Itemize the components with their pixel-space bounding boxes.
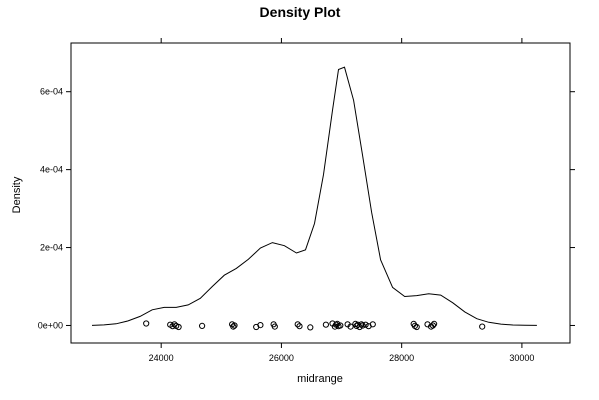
rug-point [347,323,354,330]
rug-point [429,322,436,329]
rug-point [169,323,176,330]
x-tick-label: 26000 [269,353,294,363]
rug-point [271,323,278,330]
rug-point [199,322,206,329]
rug-point [358,321,365,328]
x-tick-label: 30000 [509,353,534,363]
x-tick-label: 24000 [149,353,174,363]
y-tick-label: 6e-04 [40,87,63,97]
rug-point [431,320,438,327]
rug-point [362,321,369,328]
rug-point [294,321,301,328]
rug-point [369,321,376,328]
x-tick-label: 28000 [389,353,414,363]
rug-point [171,321,178,328]
rug-point [143,320,150,327]
y-tick-label: 0e+00 [38,320,63,330]
rug-point [413,323,420,331]
y-tick-label: 2e-04 [40,243,63,253]
rug-point [296,323,303,330]
rug-point [231,322,238,329]
rug-points [143,320,486,331]
rug-point [337,322,344,329]
axes: 24000 26000 28000 30000 0e+00 2e-04 4e-04 6e-04 [38,38,575,363]
y-axis-label: Density [11,176,23,213]
rug-point [175,323,182,331]
density-line [91,66,537,326]
rug-point [230,323,237,330]
x-axis-label: midrange [297,373,343,385]
chart-title: Density Plot [260,4,341,20]
rug-point [307,324,314,331]
rug-point [359,322,366,329]
rug-point [479,323,486,330]
plot-frame [70,42,571,344]
y-tick-label: 4e-04 [40,165,63,175]
rug-point [257,322,264,329]
rug-point [322,321,329,328]
